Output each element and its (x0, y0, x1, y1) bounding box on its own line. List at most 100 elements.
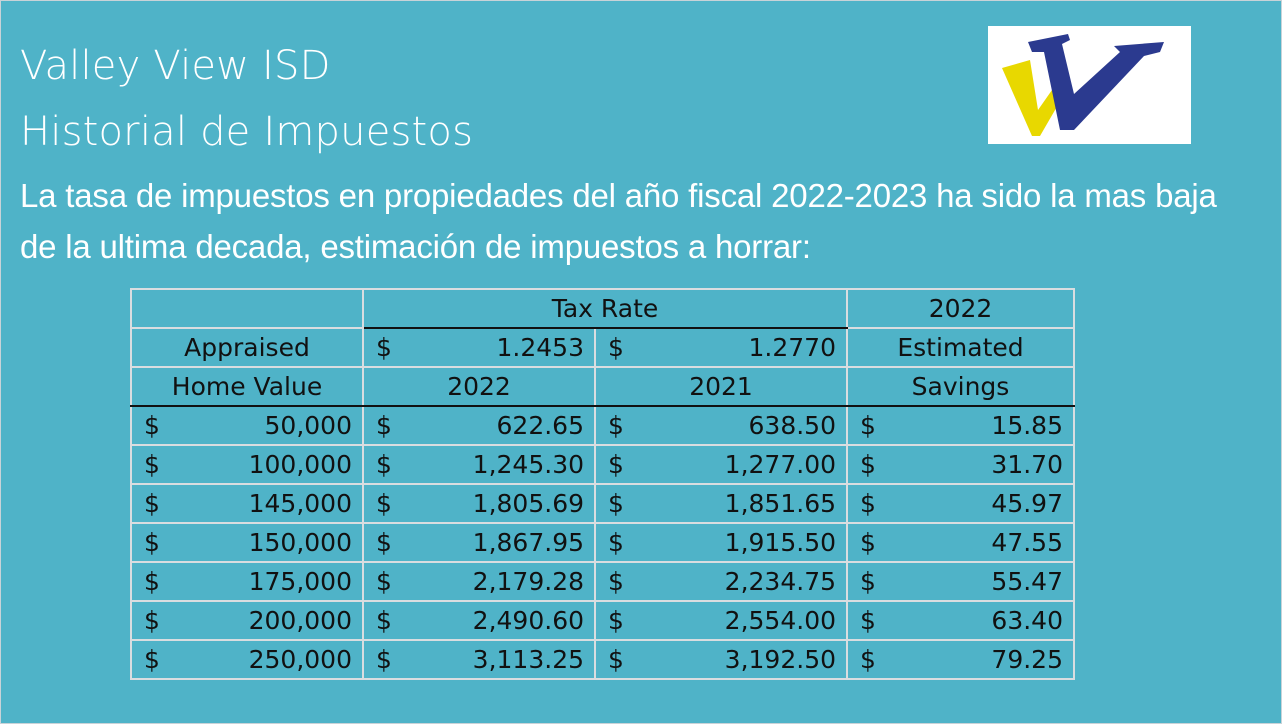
year-2022-top-header: 2022 (846, 288, 1075, 329)
amount-value: 1,851.65 (724, 489, 836, 518)
home-value-cell: $200,000 (130, 600, 364, 641)
tax-2022-cell: $1,805.69 (362, 483, 596, 524)
currency-symbol: $ (144, 645, 160, 674)
home-value-cell: $100,000 (130, 444, 364, 485)
currency-symbol: $ (608, 333, 624, 362)
currency-symbol: $ (376, 411, 392, 440)
logo-blue-shape (1028, 34, 1164, 130)
table-row: $175,000 $2,179.28 $2,234.75 $55.47 (130, 561, 1075, 602)
home-value-cell: $250,000 (130, 639, 364, 680)
amount-value: 2,554.00 (724, 606, 836, 635)
currency-symbol: $ (144, 489, 160, 518)
col-2022-header: 2022 (362, 366, 596, 407)
logo-icon (1002, 34, 1164, 136)
currency-symbol: $ (860, 606, 876, 635)
header-blank (130, 288, 364, 329)
currency-symbol: $ (860, 645, 876, 674)
savings-cell: $31.70 (846, 444, 1075, 485)
amount-value: 1,867.95 (472, 528, 584, 557)
currency-symbol: $ (144, 450, 160, 479)
savings-cell: $45.97 (846, 483, 1075, 524)
title-line-2: Historial de Impuestos (20, 109, 474, 155)
rate-2021-value: 1.2770 (748, 333, 836, 362)
amount-value: 79.25 (991, 645, 1063, 674)
amount-value: 55.47 (991, 567, 1063, 596)
logo-yellow-shape (1002, 60, 1062, 136)
currency-symbol: $ (608, 606, 624, 635)
currency-symbol: $ (144, 411, 160, 440)
tax-2022-cell: $3,113.25 (362, 639, 596, 680)
title-line-1: Valley View ISD (20, 43, 331, 89)
currency-symbol: $ (144, 606, 160, 635)
home-value-cell: $175,000 (130, 561, 364, 602)
currency-symbol: $ (376, 489, 392, 518)
currency-symbol: $ (376, 450, 392, 479)
col-2021-header: 2021 (594, 366, 848, 407)
rate-2022-cell: $1.2453 (362, 327, 596, 368)
currency-symbol: $ (376, 606, 392, 635)
savings-cell: $79.25 (846, 639, 1075, 680)
table-row: $200,000 $2,490.60 $2,554.00 $63.40 (130, 600, 1075, 641)
currency-symbol: $ (376, 333, 392, 362)
tax-rate-header: Tax Rate (362, 288, 848, 329)
amount-value: 15.85 (991, 411, 1063, 440)
appraised-header: Appraised (130, 327, 364, 368)
savings-cell: $63.40 (846, 600, 1075, 641)
amount-value: 2,490.60 (472, 606, 584, 635)
tax-table: Tax Rate 2022 Appraised $1.2453 $1.2770 … (130, 288, 1075, 680)
amount-value: 31.70 (991, 450, 1063, 479)
savings-cell: $55.47 (846, 561, 1075, 602)
amount-value: 638.50 (748, 411, 836, 440)
rate-2021-cell: $1.2770 (594, 327, 848, 368)
table-row: $150,000 $1,867.95 $1,915.50 $47.55 (130, 522, 1075, 563)
rate-2022-value: 1.2453 (496, 333, 584, 362)
amount-value: 50,000 (264, 411, 352, 440)
table-row: $100,000 $1,245.30 $1,277.00 $31.70 (130, 444, 1075, 485)
amount-value: 250,000 (248, 645, 352, 674)
currency-symbol: $ (376, 645, 392, 674)
subtitle: La tasa de impuestos en propiedades del … (20, 177, 1217, 265)
amount-value: 63.40 (991, 606, 1063, 635)
savings-cell: $47.55 (846, 522, 1075, 563)
currency-symbol: $ (860, 411, 876, 440)
savings-cell: $15.85 (846, 405, 1075, 446)
amount-value: 175,000 (248, 567, 352, 596)
tax-2022-cell: $2,179.28 (362, 561, 596, 602)
tax-2022-cell: $2,490.60 (362, 600, 596, 641)
currency-symbol: $ (860, 567, 876, 596)
amount-value: 3,192.50 (724, 645, 836, 674)
estimated-header: Estimated (846, 327, 1075, 368)
amount-value: 3,113.25 (472, 645, 584, 674)
tax-2022-cell: $1,245.30 (362, 444, 596, 485)
home-value-cell: $145,000 (130, 483, 364, 524)
amount-value: 145,000 (248, 489, 352, 518)
currency-symbol: $ (860, 489, 876, 518)
currency-symbol: $ (608, 645, 624, 674)
table-row: $145,000 $1,805.69 $1,851.65 $45.97 (130, 483, 1075, 524)
currency-symbol: $ (608, 411, 624, 440)
amount-value: 150,000 (248, 528, 352, 557)
currency-symbol: $ (376, 528, 392, 557)
tax-2021-cell: $1,851.65 (594, 483, 848, 524)
amount-value: 200,000 (248, 606, 352, 635)
currency-symbol: $ (144, 528, 160, 557)
table-row: $250,000 $3,113.25 $3,192.50 $79.25 (130, 639, 1075, 680)
amount-value: 2,179.28 (472, 567, 584, 596)
currency-symbol: $ (608, 528, 624, 557)
currency-symbol: $ (608, 489, 624, 518)
valley-view-logo (988, 26, 1191, 144)
amount-value: 1,805.69 (472, 489, 584, 518)
amount-value: 1,277.00 (724, 450, 836, 479)
currency-symbol: $ (860, 528, 876, 557)
tax-2021-cell: $3,192.50 (594, 639, 848, 680)
currency-symbol: $ (608, 567, 624, 596)
amount-value: 1,245.30 (472, 450, 584, 479)
savings-header: Savings (846, 366, 1075, 407)
home-value-header: Home Value (130, 366, 364, 407)
amount-value: 622.65 (496, 411, 584, 440)
tax-2022-cell: $1,867.95 (362, 522, 596, 563)
tax-2022-cell: $622.65 (362, 405, 596, 446)
amount-value: 2,234.75 (724, 567, 836, 596)
amount-value: 1,915.50 (724, 528, 836, 557)
tax-2021-cell: $638.50 (594, 405, 848, 446)
